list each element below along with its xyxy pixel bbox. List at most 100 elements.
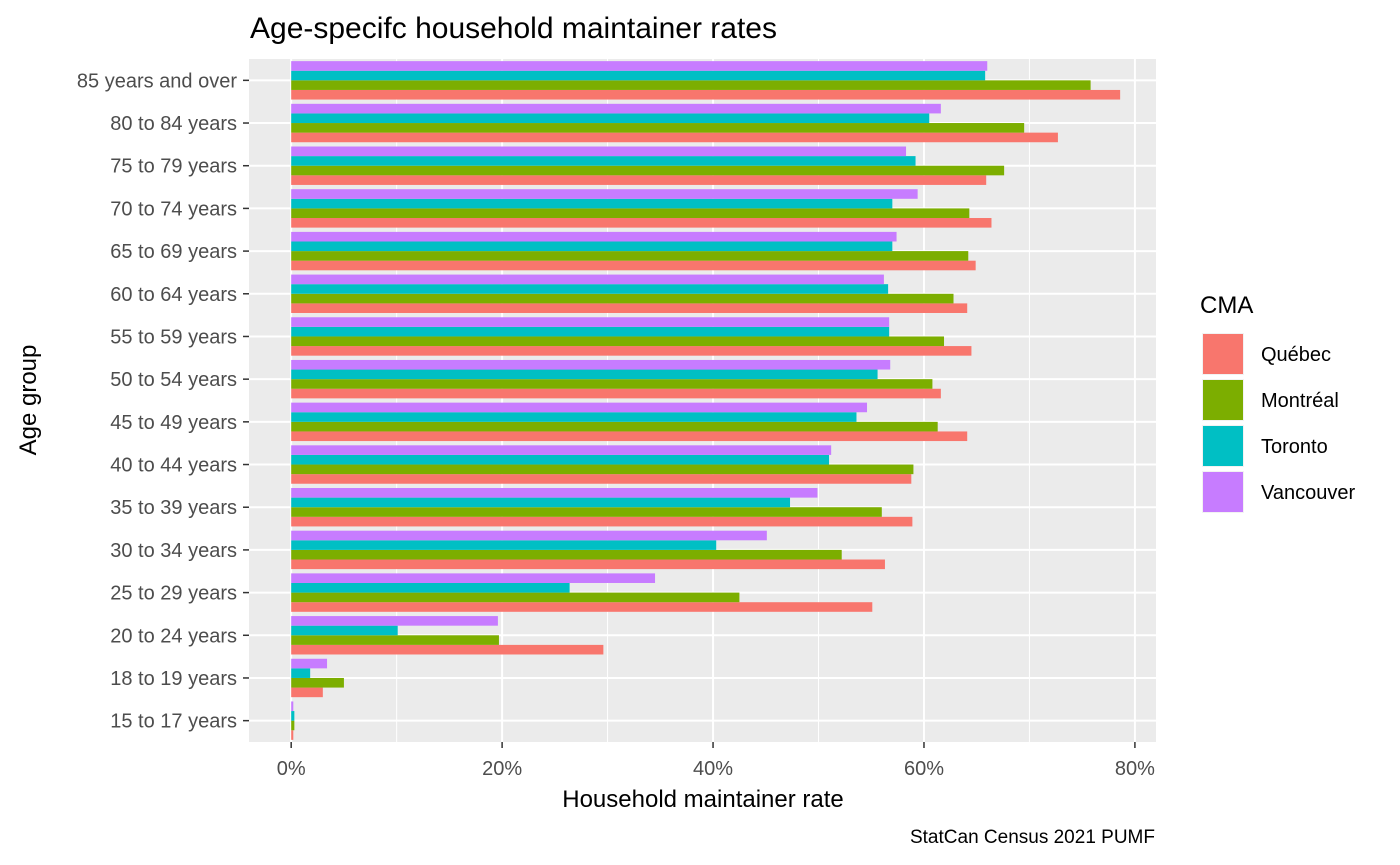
- bar: [291, 431, 968, 442]
- bar: [291, 454, 830, 465]
- y-tick-label: 18 to 19 years: [110, 668, 237, 690]
- y-tick-label: 25 to 29 years: [110, 583, 237, 605]
- bar: [291, 293, 954, 304]
- bar: [291, 260, 976, 271]
- bar: [291, 326, 890, 337]
- x-axis: 0% 20% 40% 60% 80%: [277, 742, 1155, 780]
- bar: [291, 421, 938, 432]
- y-tick-label: 85 years and over: [77, 70, 237, 92]
- legend-swatch: [1203, 334, 1243, 374]
- bar: [291, 402, 868, 413]
- y-tick-label: 35 to 39 years: [110, 497, 237, 519]
- x-axis-title: Household maintainer rate: [562, 786, 844, 813]
- bar: [291, 284, 889, 294]
- legend-title: CMA: [1200, 292, 1253, 319]
- bar: [291, 625, 398, 636]
- bar: [291, 730, 294, 740]
- bar: [291, 231, 897, 242]
- bar: [291, 359, 891, 370]
- bars: [291, 61, 1121, 740]
- bar: [291, 445, 832, 455]
- y-tick-label: 40 to 44 years: [110, 455, 237, 477]
- x-tick-label: 0%: [277, 758, 306, 780]
- bar: [291, 711, 295, 721]
- bar: [291, 540, 717, 550]
- bar: [291, 379, 933, 389]
- bar: [291, 474, 912, 484]
- bar: [291, 336, 945, 347]
- bar: [291, 61, 988, 71]
- bar: [291, 303, 968, 313]
- y-tick-label: 60 to 64 years: [110, 284, 237, 306]
- bar: [291, 507, 882, 517]
- bar: [291, 241, 893, 252]
- y-tick-label: 75 to 79 years: [110, 156, 237, 178]
- y-tick-label: 50 to 54 years: [110, 369, 237, 391]
- bar: [291, 189, 918, 199]
- bar: [291, 317, 890, 327]
- legend-label: Toronto: [1261, 436, 1328, 458]
- bar: [291, 488, 818, 498]
- bar: [291, 123, 1025, 133]
- bar: [291, 635, 499, 645]
- bar: [291, 573, 656, 583]
- bar: [291, 89, 1121, 100]
- legend-label: Montréal: [1261, 390, 1339, 412]
- bar: [291, 497, 791, 508]
- bar: [291, 559, 885, 570]
- y-tick-label: 15 to 17 years: [110, 711, 237, 733]
- bar: [291, 582, 570, 593]
- y-axis-title: Age group: [15, 345, 42, 456]
- bar: [291, 530, 767, 541]
- y-tick-label: 80 to 84 years: [110, 113, 237, 135]
- bar: [291, 146, 907, 157]
- bar: [291, 208, 970, 219]
- bar: [291, 677, 344, 688]
- bar: [291, 668, 311, 678]
- bar: [291, 687, 323, 698]
- x-tick-label: 80%: [1115, 758, 1155, 780]
- bar: [291, 516, 913, 527]
- y-tick-label: 65 to 69 years: [110, 241, 237, 263]
- bar: [291, 103, 941, 114]
- bar: [291, 412, 857, 422]
- bar: [291, 602, 873, 612]
- legend-swatch: [1203, 472, 1243, 512]
- caption: StatCan Census 2021 PUMF: [910, 827, 1155, 848]
- x-tick-label: 40%: [693, 758, 733, 780]
- bar: [291, 644, 604, 655]
- bar: [291, 592, 740, 603]
- bar: [291, 658, 328, 669]
- bar: [291, 175, 987, 185]
- bar: [291, 346, 972, 356]
- y-tick-label: 30 to 34 years: [110, 540, 237, 562]
- y-axis: 15 to 17 years 18 to 19 years 20 to 24 yea…: [77, 70, 249, 733]
- bar: [291, 156, 916, 166]
- bar: [291, 165, 1005, 176]
- y-tick-label: 70 to 74 years: [110, 198, 237, 220]
- bar: [291, 701, 294, 712]
- y-tick-label: 20 to 24 years: [110, 625, 237, 647]
- y-tick-label: 55 to 59 years: [110, 326, 237, 348]
- legend: Québec Montréal Toronto Vancouver: [1202, 333, 1355, 513]
- bar: [291, 70, 986, 81]
- bar: [291, 274, 884, 285]
- legend-label: Québec: [1261, 344, 1331, 366]
- bar: [291, 720, 295, 731]
- bar: [291, 198, 893, 209]
- legend-label: Vancouver: [1261, 482, 1355, 504]
- y-tick-label: 45 to 49 years: [110, 412, 237, 434]
- bar: [291, 369, 878, 380]
- bar: [291, 132, 1058, 143]
- bar: [291, 218, 992, 228]
- bar: [291, 251, 969, 261]
- bar: [291, 80, 1091, 90]
- bar: [291, 616, 498, 626]
- legend-swatch: [1203, 380, 1243, 420]
- x-tick-label: 60%: [904, 758, 944, 780]
- bar: [291, 113, 930, 124]
- chart-title: Age-specifc household maintainer rates: [250, 12, 777, 45]
- bar: [291, 464, 914, 475]
- bar: [291, 388, 941, 399]
